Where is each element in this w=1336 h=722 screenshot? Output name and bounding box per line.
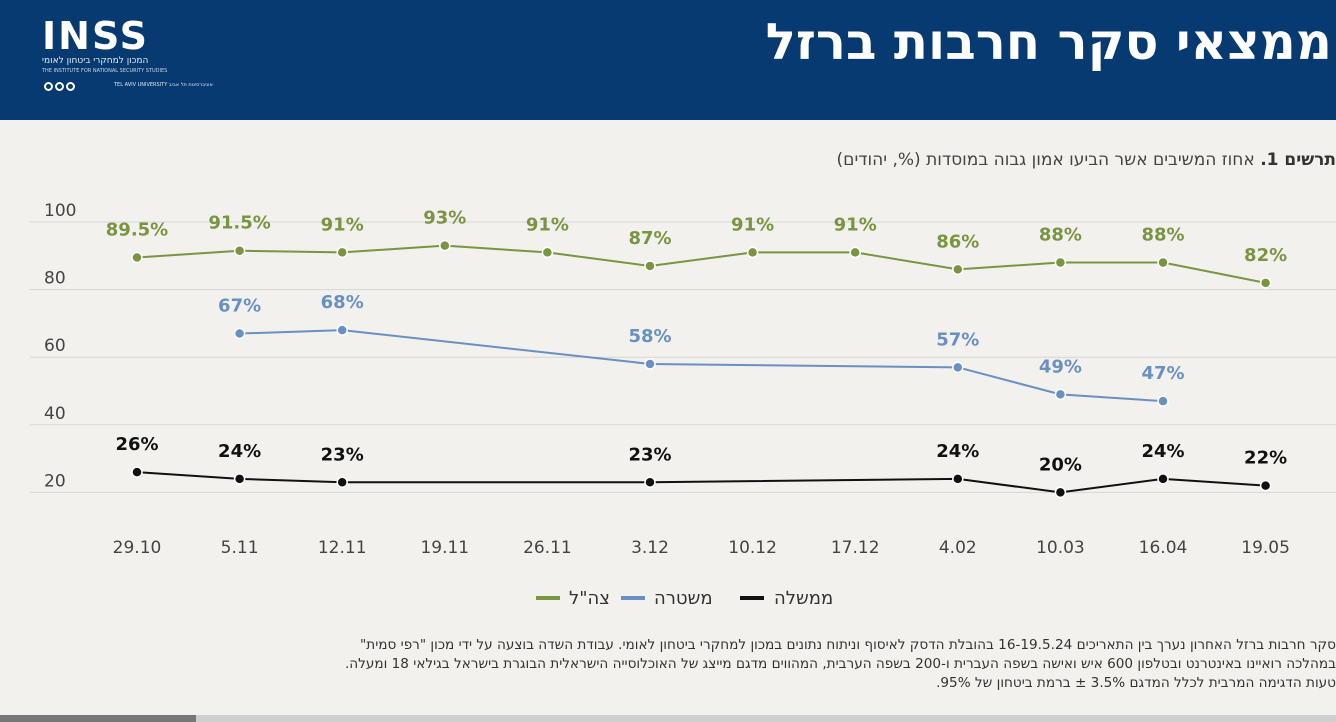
x-tick-label: 26.11	[523, 538, 572, 558]
x-tick-label: 10.03	[1036, 538, 1085, 558]
data-label: 89.5%	[106, 219, 168, 240]
footnote-line-3: טעות הדגימה המרבית לכלל המדגם 3.5% ± ברמ…	[936, 675, 1336, 691]
data-point	[1157, 395, 1169, 407]
data-label: 26%	[115, 434, 158, 455]
data-point	[1157, 473, 1169, 485]
data-point	[952, 473, 964, 485]
data-point	[1054, 388, 1067, 401]
x-tick-label: 19.11	[420, 538, 469, 558]
data-label: 93%	[423, 208, 466, 229]
data-label: 24%	[936, 441, 979, 462]
survey-footnote: סקר חרבות ברזל האחרון נערך בין התאריכים …	[0, 636, 1336, 693]
data-label: 22%	[1244, 448, 1287, 469]
data-label: 49%	[1039, 356, 1082, 377]
data-label: 23%	[628, 444, 671, 465]
data-label: 47%	[1141, 363, 1184, 384]
data-label: 20%	[1039, 454, 1082, 475]
data-label: 91%	[731, 214, 774, 235]
data-point	[336, 476, 348, 489]
data-point	[131, 466, 143, 478]
university-seal-icon	[44, 82, 75, 91]
data-label: 57%	[936, 329, 979, 350]
data-point	[233, 244, 246, 257]
logo-name-he: המכון למחקרי ביטחון לאומי	[42, 56, 149, 66]
data-label: 91.5%	[208, 213, 270, 234]
x-tick-label: 19.05	[1241, 538, 1290, 558]
x-tick-label: 17.12	[831, 538, 880, 558]
legend-label-2: ממשלה	[774, 588, 833, 609]
data-label: 91%	[834, 214, 877, 235]
x-tick-label: 16.04	[1139, 538, 1188, 558]
header-banner: INSS המכון למחקרי ביטחון לאומי THE INSTI…	[0, 0, 1336, 120]
data-point	[952, 263, 964, 276]
series-line-0	[136, 244, 1266, 284]
data-point	[439, 239, 451, 252]
chart-caption-label: תרשים 1.	[1260, 150, 1336, 170]
data-point	[644, 358, 656, 370]
x-tick-label: 5.11	[221, 538, 259, 558]
data-point	[1259, 277, 1272, 289]
footnote-line-1: סקר חרבות ברזל האחרון נערך בין התאריכים …	[360, 637, 1336, 653]
data-label: 87%	[628, 228, 671, 249]
legend-label-0: צה"ל	[569, 588, 610, 609]
series-line-2	[136, 471, 1266, 494]
data-label: 86%	[936, 231, 979, 252]
data-point	[644, 260, 656, 272]
x-tick-label: 4.02	[939, 538, 977, 558]
slide-progress-bar	[0, 715, 1336, 722]
x-tick-label: 29.10	[113, 538, 162, 558]
data-point	[746, 246, 759, 259]
x-tick-label: 3.12	[631, 538, 669, 558]
y-tick-label: 60	[44, 336, 66, 356]
data-label: 68%	[321, 292, 364, 313]
data-label: 82%	[1244, 245, 1287, 266]
data-label: 58%	[628, 326, 671, 347]
y-tick-label: 80	[44, 269, 66, 289]
data-point	[849, 246, 861, 259]
data-point	[336, 246, 348, 259]
data-point	[233, 473, 246, 485]
x-tick-label: 12.11	[318, 538, 367, 558]
data-label: 67%	[218, 296, 261, 317]
data-point	[131, 251, 143, 264]
data-point	[1259, 479, 1272, 492]
series-line-1	[239, 329, 1164, 403]
x-tick-label: 10.12	[728, 538, 777, 558]
data-point	[541, 246, 554, 259]
y-tick-label: 100	[44, 201, 76, 221]
y-tick-label: 40	[44, 404, 66, 424]
y-tick-label: 20	[44, 471, 66, 491]
data-label: 88%	[1039, 225, 1082, 246]
data-label: 24%	[218, 441, 261, 462]
data-point	[1157, 256, 1169, 269]
data-point	[952, 361, 964, 374]
slide-progress-fill	[0, 715, 197, 722]
data-point	[336, 324, 348, 336]
data-label: 91%	[526, 214, 569, 235]
footnote-line-2: במהלכה רואיינו באינטרנט ובטלפון 600 איש …	[344, 656, 1336, 672]
data-point	[233, 327, 246, 340]
logo-name-en: THE INSTITUTE FOR NATIONAL SECURITY STUD…	[42, 68, 168, 74]
data-point	[1054, 486, 1067, 499]
legend-label-1: משטרה	[654, 588, 713, 609]
logo-university: TEL AVIV UNIVERSITY אוניברסיטת תל אביב	[114, 82, 213, 88]
trust-line-chart: 20 40 60 80 100 29.10 5.11 12.11 19.11 26.11 3.12 1…	[30, 201, 1336, 609]
data-label: 24%	[1141, 441, 1184, 462]
page-title: ממצאי סקר חרבות ברזל	[765, 13, 1332, 71]
data-label: 88%	[1141, 225, 1184, 246]
inss-logo: INSS המכון למחקרי ביטחון לאומי THE INSTI…	[42, 14, 213, 100]
data-label: 23%	[321, 444, 364, 465]
chart-caption-text: אחוז המשיבים אשר הביעו אמון גבוה במוסדות…	[836, 150, 1255, 170]
data-point	[644, 476, 656, 489]
chart-caption: תרשים 1. אחוז המשיבים אשר הביעו אמון גבו…	[837, 150, 1336, 170]
data-label: 91%	[321, 214, 364, 235]
data-point	[1054, 256, 1067, 269]
logo-mark: INSS	[42, 14, 149, 58]
